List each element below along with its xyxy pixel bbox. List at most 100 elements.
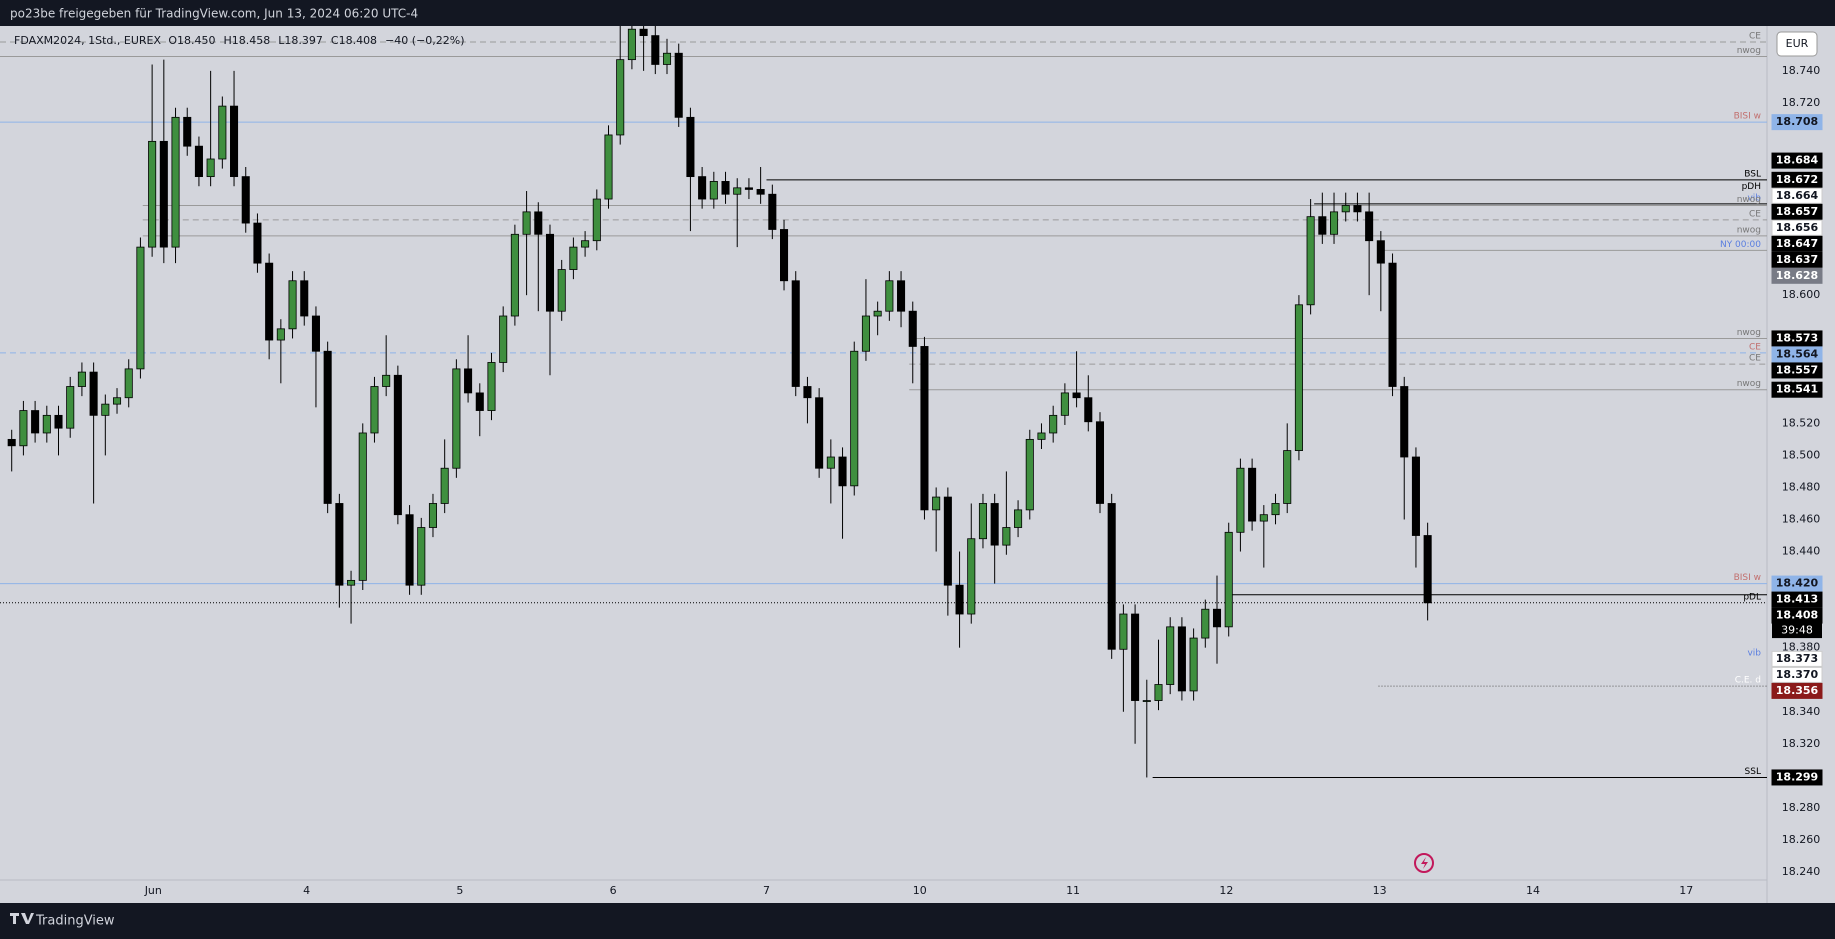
price-tag bbox=[1771, 591, 1823, 608]
candle-body bbox=[534, 211, 543, 235]
candle-body bbox=[241, 176, 250, 224]
price-tag-label: 18.672 bbox=[1776, 173, 1818, 186]
x-tick-label: 17 bbox=[1679, 884, 1693, 897]
currency-button[interactable] bbox=[1776, 31, 1818, 57]
candle-body bbox=[1341, 205, 1350, 213]
candle-body bbox=[66, 386, 75, 429]
candle-body bbox=[148, 140, 157, 248]
candle-body bbox=[510, 233, 519, 317]
candle-body bbox=[19, 410, 28, 447]
price-tag bbox=[1771, 251, 1823, 268]
candle-body bbox=[1271, 503, 1280, 516]
price-tag-label: 18.420 bbox=[1776, 577, 1819, 590]
y-tick-label: 18.440 bbox=[1782, 545, 1821, 558]
candle-body bbox=[592, 198, 601, 242]
y-tick-label: 18.240 bbox=[1782, 865, 1821, 878]
candle-body bbox=[604, 134, 613, 200]
candle-body bbox=[89, 371, 98, 416]
price-tag bbox=[1771, 769, 1823, 786]
header-title: po23be freigegeben für TradingView.com, … bbox=[10, 7, 418, 21]
x-tick-label: 7 bbox=[763, 884, 770, 897]
candle-body bbox=[112, 397, 122, 405]
candle-body bbox=[955, 584, 964, 615]
candle-body bbox=[756, 189, 765, 195]
candle-body bbox=[405, 514, 414, 586]
price-tag-label: 18.656 bbox=[1776, 221, 1819, 234]
candle-body bbox=[1166, 626, 1175, 685]
y-tick-label: 18.340 bbox=[1782, 705, 1821, 718]
candle-body bbox=[990, 503, 999, 546]
candle-body bbox=[475, 392, 484, 411]
candle-body bbox=[124, 368, 133, 399]
price-tag bbox=[1771, 381, 1823, 398]
price-tag-label: 18.557 bbox=[1776, 363, 1818, 376]
candle-body bbox=[194, 145, 203, 178]
legend: FDAXM2024, 1Std., EUREX O18.450 H18.458 L18… bbox=[14, 34, 465, 47]
candle-body bbox=[101, 403, 110, 416]
candle-body bbox=[721, 181, 730, 195]
candle-body bbox=[136, 246, 145, 370]
level-label: SSL bbox=[1745, 767, 1761, 777]
level-label: CE bbox=[1749, 342, 1761, 352]
legend-symbol: FDAXM2024, 1Std., EUREX bbox=[14, 34, 162, 47]
countdown-label: 39:48 bbox=[1781, 624, 1813, 637]
candle-body bbox=[569, 246, 578, 270]
price-tag bbox=[1771, 171, 1823, 188]
candle-body bbox=[393, 374, 402, 516]
y-tick-label: 18.720 bbox=[1782, 96, 1821, 109]
candle-body bbox=[522, 211, 531, 235]
candle-body bbox=[850, 350, 859, 487]
x-tick-label: Jun bbox=[144, 884, 162, 897]
price-tag-label: 18.370 bbox=[1776, 668, 1819, 681]
price-tag bbox=[1771, 235, 1823, 252]
candle-body bbox=[1049, 414, 1058, 434]
candle-body bbox=[557, 269, 566, 312]
candle-body bbox=[77, 371, 86, 387]
candle-body bbox=[1154, 684, 1163, 701]
candle-body bbox=[686, 116, 695, 178]
candle-body bbox=[1025, 438, 1034, 511]
price-tag bbox=[1771, 152, 1823, 169]
level-label: C.E. d bbox=[1735, 676, 1761, 686]
price-tag bbox=[1771, 330, 1823, 347]
x-tick-label: 14 bbox=[1526, 884, 1540, 897]
currency-label[interactable]: EUR bbox=[1786, 37, 1809, 50]
candle-body bbox=[1002, 527, 1011, 546]
candle-body bbox=[183, 116, 192, 147]
level-label: vib bbox=[1747, 193, 1761, 203]
level-label: CE bbox=[1749, 32, 1761, 42]
price-tag-label: 18.657 bbox=[1776, 205, 1818, 218]
candle-body bbox=[1095, 421, 1105, 504]
legend-item: C18.408 bbox=[331, 34, 377, 47]
level-label: pDH bbox=[1742, 182, 1761, 192]
price-tag-label: 18.413 bbox=[1776, 593, 1818, 606]
chart-background bbox=[0, 26, 1835, 903]
price-tag bbox=[1771, 187, 1823, 204]
price-tag-label: 18.564 bbox=[1776, 347, 1819, 360]
level-label: CE bbox=[1749, 209, 1761, 219]
price-tag bbox=[1771, 682, 1823, 699]
candle-body bbox=[1388, 262, 1397, 387]
candle-body bbox=[674, 52, 683, 118]
candle-body bbox=[908, 310, 917, 347]
candle-body bbox=[1119, 613, 1128, 650]
level-label: nwog bbox=[1737, 195, 1761, 205]
y-tick-label: 18.280 bbox=[1782, 801, 1821, 814]
y-tick-label: 18.460 bbox=[1782, 512, 1821, 525]
y-tick-label: 18.380 bbox=[1782, 641, 1821, 654]
candle-body bbox=[651, 35, 660, 65]
candle-body bbox=[1400, 386, 1409, 458]
price-tag-label: 18.541 bbox=[1776, 383, 1818, 396]
candle-body bbox=[1353, 205, 1362, 213]
candle-body bbox=[639, 28, 648, 37]
candle-body bbox=[358, 432, 367, 581]
candle-body bbox=[230, 105, 239, 178]
candle-body bbox=[1329, 211, 1339, 235]
candle-body bbox=[265, 262, 274, 341]
candle-body bbox=[978, 503, 987, 540]
candle-body bbox=[1248, 467, 1257, 522]
price-tag-label: 18.408 bbox=[1776, 609, 1818, 622]
level-label: nwog bbox=[1737, 225, 1761, 235]
level-label: BISI w bbox=[1734, 573, 1761, 583]
